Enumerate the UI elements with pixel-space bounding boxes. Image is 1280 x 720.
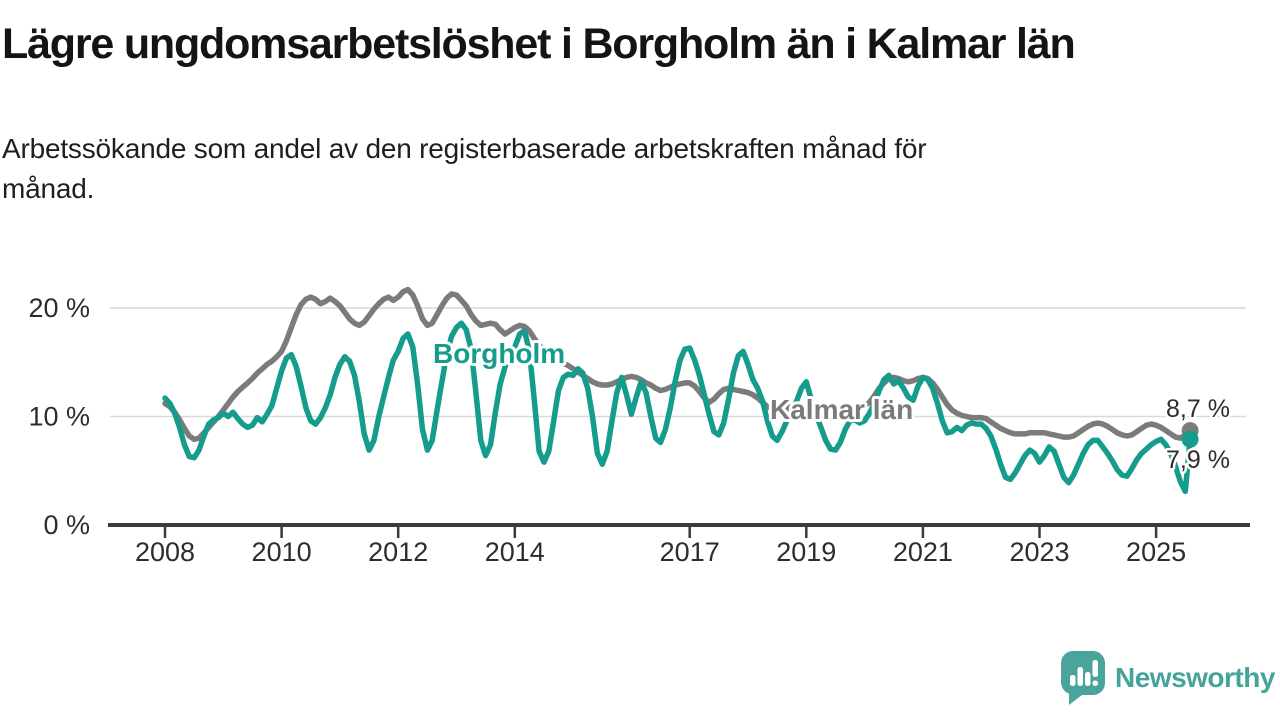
x-tick-label-2021: 2021 [893,537,953,567]
x-tick-label-2017: 2017 [660,537,720,567]
series-label-borgholm: Borgholm [433,338,565,369]
series-line-borgholm [162,320,1193,495]
x-tick-label-2012: 2012 [368,537,428,567]
y-tick-label-20: 20 % [28,293,90,323]
series-end-dot-borgholm [1181,430,1199,448]
end-value-label-borgholm: 7,9 % [1166,446,1230,474]
newsworthy-logo: Newsworthy [1059,650,1275,706]
chart-subtitle: Arbetssökande som andel av den registerb… [2,129,1192,209]
chart-subtitle-line1: Arbetssökande som andel av den registerb… [2,133,927,164]
logo-bar-small [1070,675,1076,686]
logo-bar-medium [1085,672,1091,686]
chart-subtitle-line2: månad. [2,173,95,204]
series-label-kalmar: Kalmar län [770,394,913,425]
end-value-label-kalmar: 8,7 % [1166,395,1230,423]
x-tick-label-2008: 2008 [135,537,195,567]
x-tick-label-2010: 2010 [252,537,312,567]
y-tick-label-0: 0 % [43,510,90,540]
x-tick-label-2025: 2025 [1126,537,1186,567]
chart-title: Lägre ungdomsarbetslöshet i Borgholm än … [2,20,1076,68]
logo-bubble-icon [1061,651,1105,705]
brand-name: Newsworthy [1115,662,1275,693]
series-line-kalmar [162,286,1193,443]
logo-exclamation-dot [1092,680,1098,686]
x-tick-label-2023: 2023 [1009,537,1069,567]
x-tick-label-2019: 2019 [776,537,836,567]
y-tick-label-10: 10 % [28,402,90,432]
x-tick-label-2014: 2014 [485,537,545,567]
logo-exclamation-stem [1092,660,1098,677]
logo-bar-tall [1077,667,1083,686]
